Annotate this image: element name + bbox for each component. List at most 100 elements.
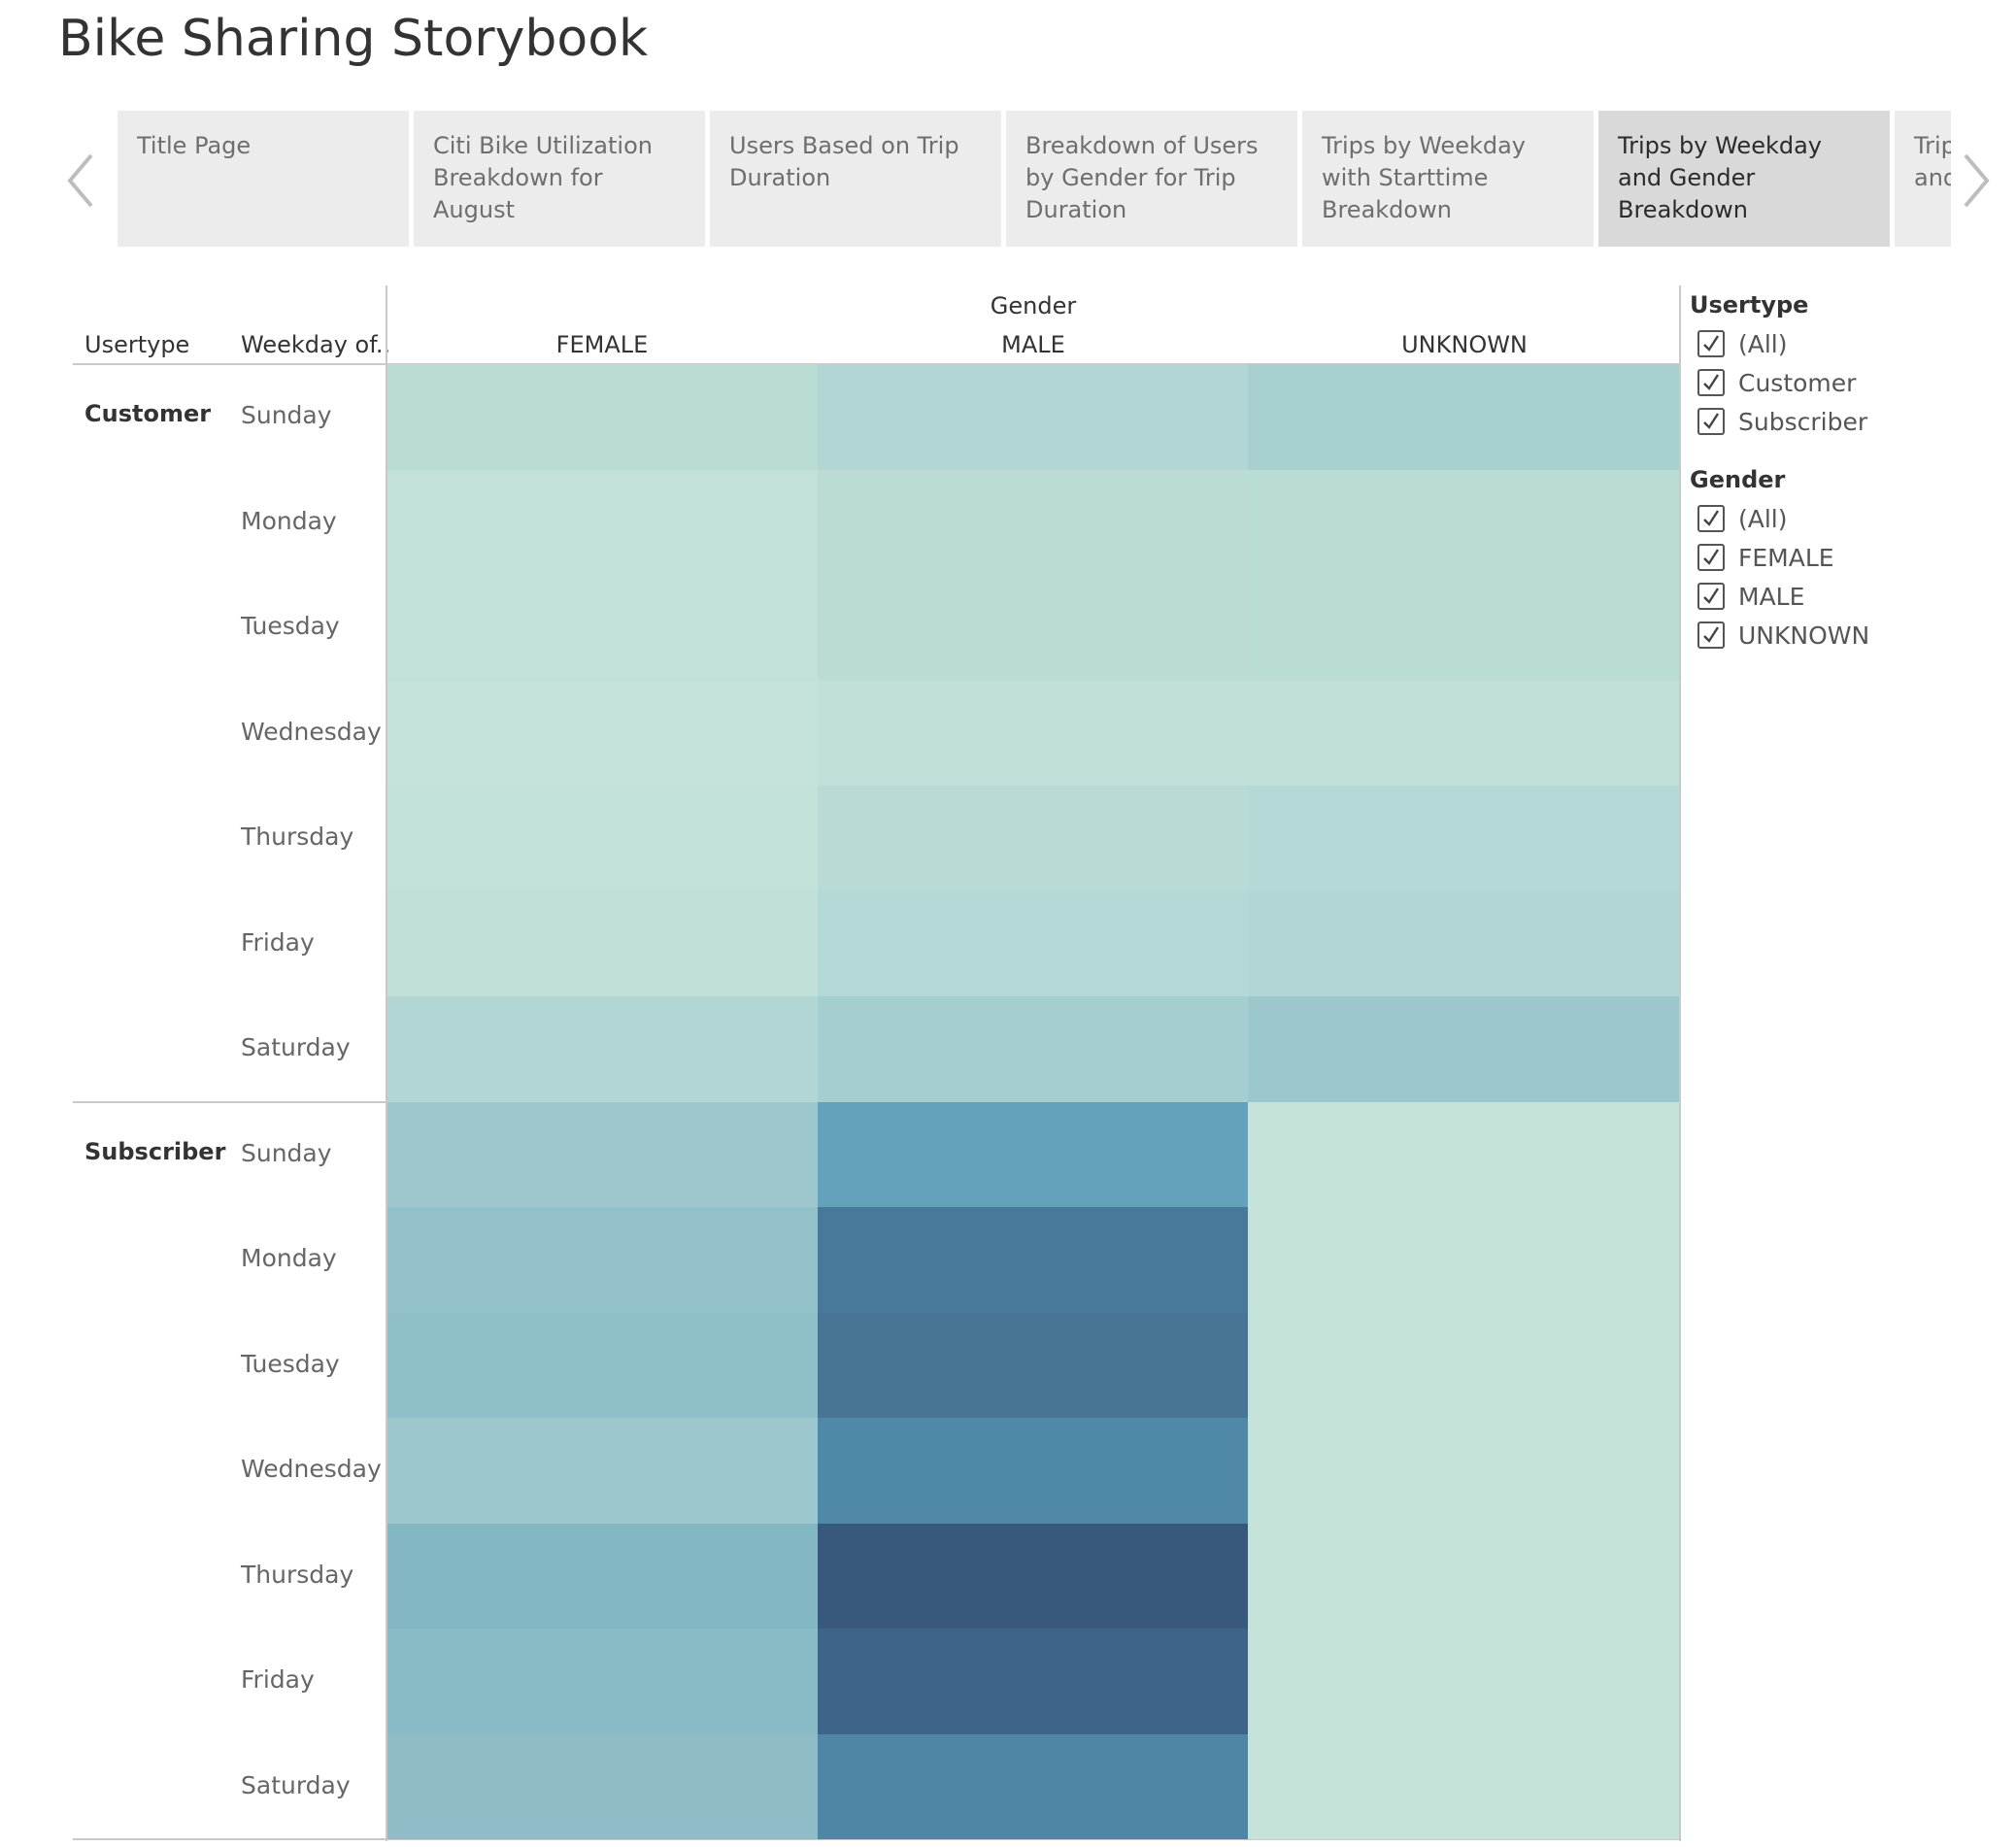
weekday-label: Monday [241,506,337,535]
heatmap-cell[interactable] [818,1629,1248,1734]
weekday-label: Friday [241,1665,315,1694]
heatmap-cell[interactable] [818,1312,1248,1418]
heatmap-cell[interactable] [818,1101,1248,1207]
story-tab[interactable]: Trips by Weekday with Starttime Breakdow… [1302,111,1594,247]
heatmap-cell[interactable] [1248,996,1679,1102]
weekday-column-header: Weekday of.. [241,331,391,358]
filter-option[interactable]: MALE [1688,577,1999,616]
weekday-label: Thursday [241,1560,354,1589]
weekday-label: Thursday [241,823,354,851]
heatmap-cell[interactable] [387,364,818,470]
heatmap-cell[interactable] [818,364,1248,470]
usertype-label: Subscriber [84,1137,226,1165]
heatmap-cell[interactable] [1248,1523,1679,1629]
heatmap-cell[interactable] [818,1523,1248,1629]
heatmap-cell[interactable] [387,1418,818,1524]
checkbox-checked-icon[interactable] [1697,408,1725,435]
heatmap-cell[interactable] [1248,575,1679,681]
weekday-label: Friday [241,927,315,957]
heatmap-cell[interactable] [1248,1733,1679,1839]
checkbox-checked-icon[interactable] [1697,544,1725,571]
row-header-divider [386,285,387,1841]
filter-option-label: (All) [1738,504,1788,533]
heatmap-cell[interactable] [387,1523,818,1629]
usertype-label: Customer [84,400,212,427]
heatmap-cell[interactable] [1248,1207,1679,1313]
filter-option[interactable]: (All) [1688,324,1999,363]
heatmap-cell[interactable] [818,1733,1248,1839]
column-header-unknown: UNKNOWN [1401,331,1528,358]
story-tab[interactable]: Title Page [118,111,409,247]
story-tab[interactable]: Trips by Weekday and Gender [1895,111,1951,247]
filter-option[interactable]: Subscriber [1688,402,1999,441]
filter-option-label: (All) [1738,329,1788,358]
story-tab[interactable]: Citi Bike Utilization Breakdown for Augu… [414,111,705,247]
heatmap-cell[interactable] [818,680,1248,786]
filter-option[interactable]: UNKNOWN [1688,616,1999,655]
column-header-male: MALE [1001,331,1065,358]
filter-option[interactable]: Customer [1688,363,1999,402]
story-tabs: Title Page Citi Bike Utilization Breakdow… [118,111,1951,247]
heatmap-cell[interactable] [387,996,818,1102]
filter-option-label: MALE [1738,582,1805,611]
checkbox-checked-icon[interactable] [1697,369,1725,396]
weekday-label: Sunday [241,401,332,429]
heatmap-cell[interactable] [387,1312,818,1418]
table-right-border [1679,285,1681,1841]
filter-title: Gender [1690,466,1786,493]
heatmap-cell[interactable] [1248,786,1679,891]
heatmap-cell[interactable] [387,469,818,575]
story-tab[interactable]: Users Based on Trip Duration [710,111,1001,247]
story-tab[interactable]: Breakdown of Users by Gender for Trip Du… [1006,111,1297,247]
heatmap-cell[interactable] [387,680,818,786]
table-bottom-rule [73,1838,1681,1840]
filter-option-label: FEMALE [1738,543,1834,572]
story-navigator: Title Page Citi Bike Utilization Breakdow… [118,111,1951,247]
heatmap-cell[interactable] [387,1207,818,1313]
heatmap-cell[interactable] [818,996,1248,1102]
heatmap-cell[interactable] [387,1733,818,1839]
heatmap-cell[interactable] [818,575,1248,681]
heatmap-cell[interactable] [818,469,1248,575]
heatmap-cell[interactable] [1248,1101,1679,1207]
filter-usertype: Usertype (All) Customer Subscriber [1688,291,1999,441]
gender-header: Gender [990,292,1077,319]
heatmap-cell[interactable] [818,1418,1248,1524]
heatmap-cell[interactable] [818,890,1248,996]
weekday-label: Wednesday [241,1455,382,1483]
heatmap-cell[interactable] [387,786,818,891]
checkbox-checked-icon[interactable] [1697,505,1725,532]
filter-option-label: UNKNOWN [1738,621,1870,650]
heatmap-cell[interactable] [1248,1312,1679,1418]
usertype-column-header: Usertype [84,331,190,358]
heatmap-cell[interactable] [387,1629,818,1734]
heatmap-cell[interactable] [1248,680,1679,786]
heatmap-cell[interactable] [387,1101,818,1207]
heatmap-cell[interactable] [387,890,818,996]
chevron-right-icon[interactable] [1952,146,2000,216]
heatmap-cell[interactable] [1248,890,1679,996]
heatmap-cell[interactable] [1248,469,1679,575]
checkbox-checked-icon[interactable] [1697,330,1725,357]
filters-panel: Usertype (All) Customer Subscriber Gender (Al… [1688,291,1999,655]
filter-option[interactable]: FEMALE [1688,538,1999,577]
heatmap-cell[interactable] [1248,1629,1679,1734]
filter-option[interactable]: (All) [1688,499,1999,538]
column-header-female: FEMALE [555,331,649,358]
weekday-label: Saturday [241,1770,351,1799]
story-tab[interactable]: Trips by Weekday and Gender Breakdown [1598,111,1890,247]
heatmap-cell[interactable] [818,786,1248,891]
storybook-title: Bike Sharing Storybook [58,10,649,68]
weekday-label: Wednesday [241,717,382,746]
heatmap-cell[interactable] [818,1207,1248,1313]
weekday-label: Sunday [241,1138,332,1167]
heatmap-cell[interactable] [1248,1418,1679,1524]
chevron-left-icon[interactable] [58,146,107,216]
heatmap-table: Usertype Weekday of.. Gender FEMALE MALE… [73,285,1681,1841]
heatmap-cell[interactable] [1248,364,1679,470]
checkbox-checked-icon[interactable] [1697,583,1725,610]
checkbox-checked-icon[interactable] [1697,621,1725,649]
filter-option-label: Customer [1738,368,1857,397]
filter-title: Usertype [1690,291,1809,319]
heatmap-cell[interactable] [387,575,818,681]
